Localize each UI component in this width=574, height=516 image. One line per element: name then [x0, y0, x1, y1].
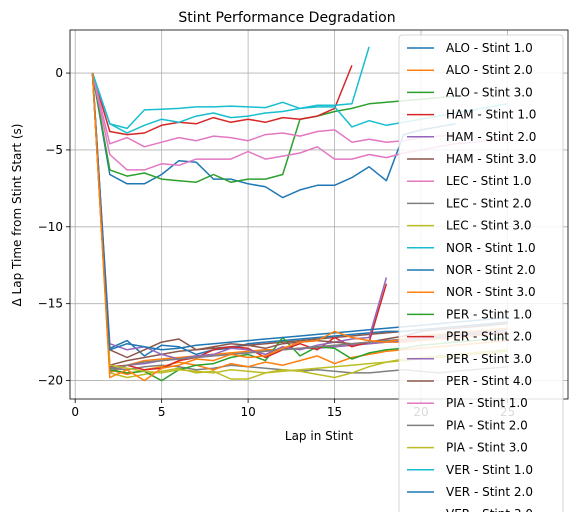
legend-label: PER - Stint 1.0 — [446, 307, 532, 321]
series-line-6 — [91, 72, 456, 148]
plot-frame — [69, 29, 569, 400]
series-line-3 — [91, 65, 353, 136]
x-tick-label: 5 — [158, 405, 166, 419]
series-line-14 — [91, 72, 388, 360]
y-tick-label: −5 — [45, 143, 63, 157]
x-tick-label: 15 — [327, 405, 342, 419]
legend-label: LEC - Stint 2.0 — [446, 196, 531, 210]
legend-label: HAM - Stint 3.0 — [446, 152, 536, 166]
legend-label: ALO - Stint 1.0 — [446, 41, 533, 55]
legend-label: PER - Stint 3.0 — [446, 352, 532, 366]
series-line-9 — [91, 46, 370, 130]
legend-label: PIA - Stint 2.0 — [446, 418, 528, 432]
legend-box — [398, 34, 564, 516]
series-line-0 — [91, 72, 456, 199]
legend-label: ALO - Stint 2.0 — [446, 63, 533, 77]
legend-label: LEC - Stint 3.0 — [446, 219, 531, 233]
series-line-2 — [91, 72, 456, 183]
legend-label: NOR - Stint 1.0 — [446, 241, 536, 255]
y-axis-label: Δ Lap Time from Stint Start (s) — [10, 124, 24, 307]
y-tick-label: −15 — [38, 297, 63, 311]
y-tick-label: −20 — [38, 374, 63, 388]
legend-label: VER - Stint 2.0 — [446, 485, 533, 499]
legend-label: LEC - Stint 1.0 — [446, 174, 531, 188]
legend-label: PER - Stint 2.0 — [446, 330, 532, 344]
chart-title: Stint Performance Degradation — [178, 10, 395, 26]
legend-label: PIA - Stint 3.0 — [446, 441, 528, 455]
series-line-13 — [91, 72, 388, 371]
x-tick-label: 0 — [71, 405, 79, 419]
x-axis-label: Lap in Stint — [285, 429, 353, 443]
legend-label: PIA - Stint 1.0 — [446, 396, 528, 410]
legend-label: NOR - Stint 2.0 — [446, 263, 536, 277]
y-tick-label: −10 — [38, 220, 63, 234]
legend-label: VER - Stint 1.0 — [446, 463, 533, 477]
legend-label: HAM - Stint 1.0 — [446, 108, 536, 122]
legend: ALO - Stint 1.0 ALO - Stint 2.0 ALO - Stin… — [398, 34, 564, 516]
y-tick-label: 0 — [55, 66, 63, 80]
legend-label: HAM - Stint 2.0 — [446, 130, 536, 144]
x-tick-label: 10 — [240, 405, 255, 419]
legend-label: PER - Stint 4.0 — [446, 374, 532, 388]
legend-label: NOR - Stint 3.0 — [446, 285, 536, 299]
legend-label: VER - Stint 3.0 — [446, 507, 533, 512]
legend-label: ALO - Stint 3.0 — [446, 85, 533, 99]
